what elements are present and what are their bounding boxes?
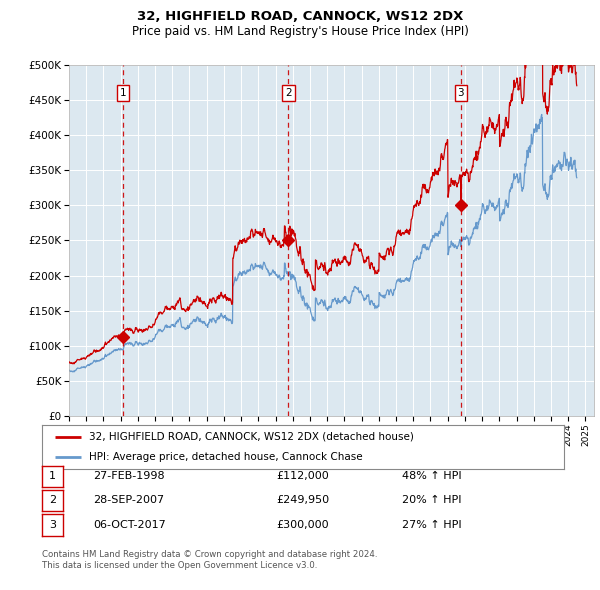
- Text: 1: 1: [49, 471, 56, 481]
- Text: 32, HIGHFIELD ROAD, CANNOCK, WS12 2DX (detached house): 32, HIGHFIELD ROAD, CANNOCK, WS12 2DX (d…: [89, 432, 414, 442]
- Text: £300,000: £300,000: [276, 520, 329, 530]
- Text: £249,950: £249,950: [276, 496, 329, 505]
- Text: HPI: Average price, detached house, Cannock Chase: HPI: Average price, detached house, Cann…: [89, 452, 362, 462]
- Text: £112,000: £112,000: [276, 471, 329, 481]
- Text: 3: 3: [458, 88, 464, 98]
- Text: 2: 2: [285, 88, 292, 98]
- Text: 06-OCT-2017: 06-OCT-2017: [93, 520, 166, 530]
- Text: This data is licensed under the Open Government Licence v3.0.: This data is licensed under the Open Gov…: [42, 560, 317, 569]
- Text: 20% ↑ HPI: 20% ↑ HPI: [402, 496, 461, 505]
- Text: Contains HM Land Registry data © Crown copyright and database right 2024.: Contains HM Land Registry data © Crown c…: [42, 550, 377, 559]
- Text: 28-SEP-2007: 28-SEP-2007: [93, 496, 164, 505]
- Text: 1: 1: [120, 88, 127, 98]
- Text: 2: 2: [49, 496, 56, 505]
- Text: 48% ↑ HPI: 48% ↑ HPI: [402, 471, 461, 481]
- Text: 32, HIGHFIELD ROAD, CANNOCK, WS12 2DX: 32, HIGHFIELD ROAD, CANNOCK, WS12 2DX: [137, 10, 463, 23]
- Text: 3: 3: [49, 520, 56, 530]
- Text: 27-FEB-1998: 27-FEB-1998: [93, 471, 164, 481]
- Text: 27% ↑ HPI: 27% ↑ HPI: [402, 520, 461, 530]
- Text: Price paid vs. HM Land Registry's House Price Index (HPI): Price paid vs. HM Land Registry's House …: [131, 25, 469, 38]
